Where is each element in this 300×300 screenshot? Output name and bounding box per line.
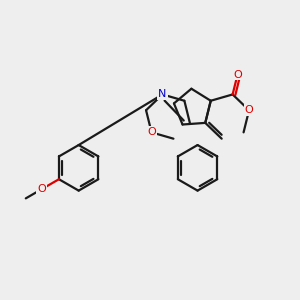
Text: O: O: [147, 128, 156, 137]
Text: O: O: [245, 105, 254, 115]
Text: O: O: [37, 184, 46, 194]
Text: O: O: [233, 70, 242, 80]
Text: N: N: [158, 89, 167, 99]
